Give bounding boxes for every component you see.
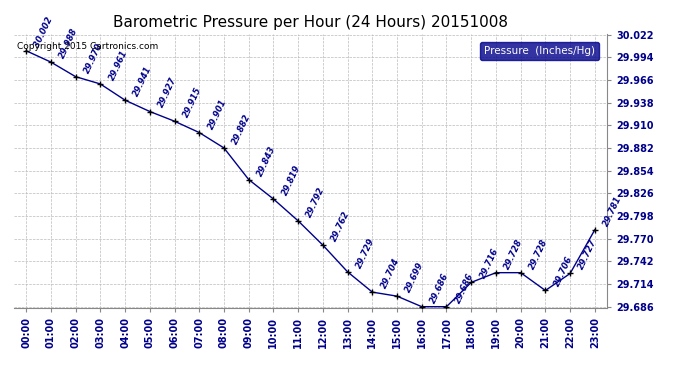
- Text: 29.727: 29.727: [577, 238, 599, 272]
- Title: Barometric Pressure per Hour (24 Hours) 20151008: Barometric Pressure per Hour (24 Hours) …: [113, 15, 508, 30]
- Text: 29.961: 29.961: [107, 48, 129, 82]
- Text: 29.699: 29.699: [404, 261, 426, 294]
- Text: 29.988: 29.988: [58, 27, 80, 60]
- Text: 29.728: 29.728: [528, 237, 549, 270]
- Text: 29.728: 29.728: [503, 237, 525, 270]
- Text: 29.927: 29.927: [157, 76, 179, 109]
- Text: 29.706: 29.706: [552, 255, 574, 288]
- Text: 29.970: 29.970: [83, 41, 104, 75]
- Legend: Pressure  (Inches/Hg): Pressure (Inches/Hg): [480, 42, 599, 60]
- Text: 29.704: 29.704: [380, 256, 401, 290]
- Text: Copyright 2015 Cartronics.com: Copyright 2015 Cartronics.com: [17, 42, 158, 51]
- Text: 29.941: 29.941: [132, 65, 154, 98]
- Text: 29.762: 29.762: [330, 210, 352, 243]
- Text: 29.716: 29.716: [478, 247, 500, 280]
- Text: 29.781: 29.781: [602, 194, 624, 228]
- Text: 29.882: 29.882: [231, 112, 253, 146]
- Text: 29.901: 29.901: [206, 97, 228, 130]
- Text: 29.915: 29.915: [181, 86, 204, 119]
- Text: 29.686: 29.686: [453, 271, 475, 304]
- Text: 30.002: 30.002: [33, 15, 55, 49]
- Text: 29.819: 29.819: [280, 164, 302, 197]
- Text: 29.843: 29.843: [255, 144, 277, 177]
- Text: 29.686: 29.686: [428, 271, 451, 304]
- Text: 29.792: 29.792: [305, 185, 327, 219]
- Text: 29.729: 29.729: [355, 237, 377, 270]
